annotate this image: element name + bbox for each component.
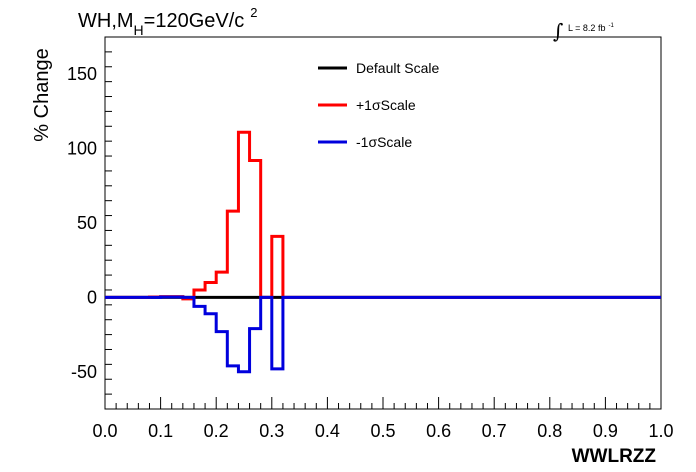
x-tick-label: 0.7 bbox=[482, 421, 507, 441]
x-tick-label: 0.5 bbox=[370, 421, 395, 441]
legend-label: Default Scale bbox=[356, 60, 439, 76]
luminosity-superscript: -1 bbox=[608, 23, 614, 29]
x-tick-label: 0.8 bbox=[537, 421, 562, 441]
x-tick-label: 0.2 bbox=[204, 421, 229, 441]
series-line-1-scale bbox=[105, 130, 661, 301]
y-tick-label: 150 bbox=[67, 64, 97, 84]
y-axis-tick-labels: -50 0 50 100 150 bbox=[67, 64, 97, 382]
x-axis-ticks bbox=[104, 397, 662, 409]
chart-title-superscript: 2 bbox=[250, 5, 257, 20]
legend-label: +1σScale bbox=[356, 97, 416, 113]
x-tick-label: 1.0 bbox=[648, 421, 673, 441]
plot-frame bbox=[104, 36, 662, 410]
luminosity-label: L = 8.2 fb -1 bbox=[568, 23, 614, 33]
y-tick-label: 0 bbox=[87, 287, 97, 307]
y-axis-title: % Change bbox=[31, 48, 53, 141]
y-tick-label: -50 bbox=[71, 362, 97, 382]
x-tick-label: 0.1 bbox=[148, 421, 173, 441]
chart-title-suffix: =120GeV/c bbox=[144, 10, 245, 32]
legend: Default Scale +1σScale -1σScale bbox=[318, 60, 439, 150]
y-tick-label: 100 bbox=[67, 139, 97, 159]
legend-label: -1σScale bbox=[356, 134, 412, 150]
x-tick-label: 0.9 bbox=[593, 421, 618, 441]
y-axis-ticks bbox=[105, 36, 112, 410]
x-axis-title: WWLRZZ bbox=[572, 446, 657, 467]
x-tick-label: 0.3 bbox=[259, 421, 284, 441]
x-axis-tick-labels: 0.0 0.1 0.2 0.3 0.4 0.5 0.6 0.7 0.8 0.9 1.0 bbox=[92, 421, 673, 441]
x-tick-label: 0.6 bbox=[426, 421, 451, 441]
y-tick-label: 50 bbox=[77, 213, 97, 233]
series-line-1-scale bbox=[105, 295, 661, 374]
x-tick-label: 0.0 bbox=[92, 421, 117, 441]
chart-title-subscript: H bbox=[134, 22, 144, 38]
series-group bbox=[105, 130, 661, 374]
integral-sign: ∫ bbox=[553, 19, 563, 43]
chart-title: WH,MH=120GeV/c 2 bbox=[78, 5, 258, 38]
x-tick-label: 0.4 bbox=[315, 421, 340, 441]
